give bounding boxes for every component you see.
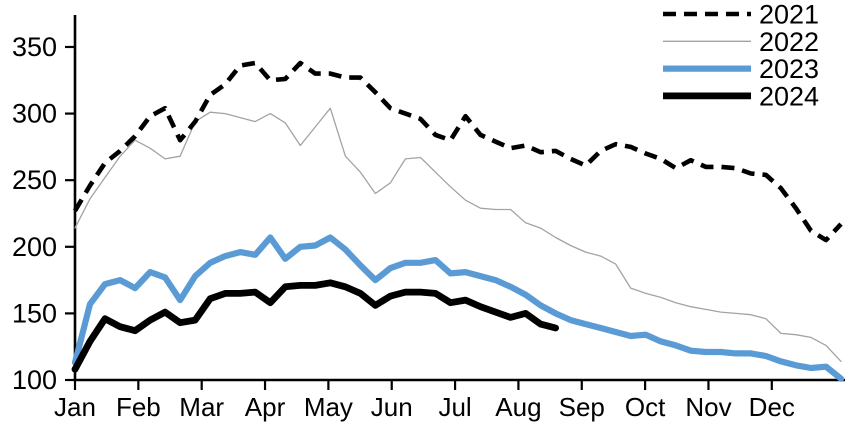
x-tick-label: Feb [116,392,161,422]
y-tick-label: 100 [12,365,57,395]
y-tick-label: 250 [12,165,57,195]
legend-item-2023: 2023 [663,54,819,84]
x-tick-label: Nov [685,392,731,422]
series-line-2024 [71,279,559,373]
y-tick-label: 150 [12,298,57,328]
legend-label-2021: 2021 [759,0,819,30]
legend-item-2024: 2024 [663,81,819,111]
y-tick-label: 300 [12,99,57,129]
x-tick-label: Mar [179,392,224,422]
legend-label-2024: 2024 [759,81,819,111]
y-tick-label: 350 [12,32,57,62]
x-tick-label: Oct [625,392,666,422]
legend-label-2023: 2023 [759,54,819,84]
x-tick-label: Dec [749,392,795,422]
series-line-2021 [73,60,843,243]
x-tick-label: Sep [559,392,605,422]
x-tick-label: Jan [54,392,96,422]
x-tick-label: Apr [245,392,286,422]
series-line-2022 [74,107,842,363]
x-tick-label: Jun [371,392,413,422]
series-line-2023 [71,234,845,382]
y-tick-label: 200 [12,232,57,262]
x-tick-label: Jul [438,392,471,422]
legend-item-2022: 2022 [663,27,819,57]
legend-item-2021: 2021 [663,0,819,30]
x-tick-label: Aug [495,392,541,422]
legend-label-2022: 2022 [759,27,819,57]
x-tick-label: May [304,392,353,422]
